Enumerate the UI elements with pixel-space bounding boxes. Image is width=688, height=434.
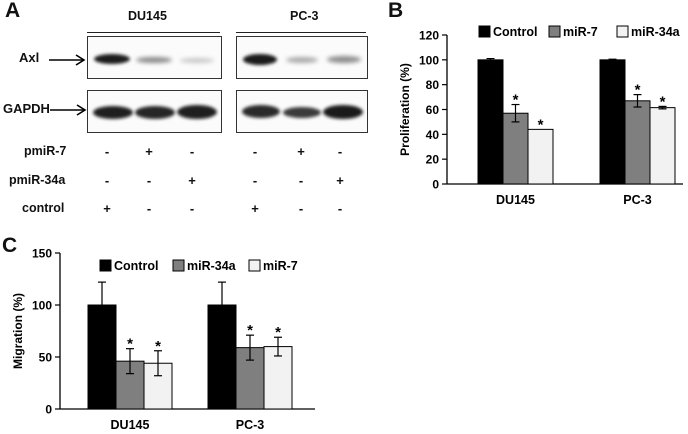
treatment-label-pmir34a: pmiR-34a bbox=[9, 173, 66, 187]
category-label: PC-3 bbox=[236, 418, 265, 432]
legend-label: Control bbox=[114, 259, 158, 273]
treatment-label-control: control bbox=[22, 201, 65, 215]
y-tick-label: 0 bbox=[45, 403, 52, 417]
legend-label: Control bbox=[493, 25, 537, 39]
significance-star: * bbox=[660, 93, 666, 110]
cell-line-du145: DU145 bbox=[128, 9, 167, 23]
bar bbox=[624, 100, 651, 185]
band bbox=[135, 106, 175, 119]
significance-star: * bbox=[635, 82, 641, 99]
band bbox=[283, 107, 321, 118]
band bbox=[286, 57, 318, 63]
proliferation-chart: 0 20 40 60 80 100 120 Proliferation (%) * * DU145 *… bbox=[398, 25, 683, 207]
treatment-mark: + bbox=[251, 201, 259, 216]
migration-chart: 0 50 100 150 Migration (%) * * DU145 * * PC-3 Contr… bbox=[11, 247, 315, 432]
band bbox=[180, 58, 214, 63]
y-axis-title: Migration (%) bbox=[11, 293, 25, 369]
treatment-mark: + bbox=[103, 201, 111, 216]
band bbox=[136, 57, 172, 63]
underline-du145 bbox=[87, 32, 220, 33]
treatment-mark: - bbox=[337, 201, 343, 216]
legend-label: miR-34a bbox=[631, 25, 681, 39]
legend-label: miR-34a bbox=[187, 259, 237, 273]
treatment-mark: - bbox=[337, 144, 343, 159]
legend-swatch bbox=[248, 259, 261, 272]
significance-star: * bbox=[127, 336, 133, 353]
y-tick-label: 100 bbox=[419, 53, 439, 67]
blot-label-axl: Axl bbox=[19, 50, 40, 65]
y-tick-label: 0 bbox=[432, 178, 439, 192]
arrow-axl-icon bbox=[49, 54, 86, 66]
y-tick-label: 50 bbox=[39, 351, 53, 365]
band bbox=[243, 54, 277, 65]
treatment-mark: - bbox=[189, 144, 195, 159]
treatment-mark: + bbox=[336, 173, 344, 188]
legend-label: miR-7 bbox=[563, 25, 598, 39]
treatment-mark: - bbox=[298, 173, 304, 188]
y-axis-title: Proliferation (%) bbox=[398, 63, 412, 156]
bar bbox=[502, 112, 529, 185]
legend-label: miR-7 bbox=[263, 259, 298, 273]
treatment-mark: - bbox=[146, 201, 152, 216]
significance-star: * bbox=[275, 324, 281, 341]
band bbox=[323, 105, 363, 119]
panel-a-letter: A bbox=[5, 0, 21, 22]
treatment-mark: - bbox=[252, 144, 258, 159]
treatment-mark: - bbox=[146, 173, 152, 188]
band bbox=[327, 56, 361, 63]
blot-gapdh-pc3 bbox=[236, 90, 368, 133]
treatment-label-pmir7: pmiR-7 bbox=[24, 144, 67, 158]
significance-star: * bbox=[513, 92, 519, 109]
bar bbox=[263, 346, 293, 410]
legend-swatch bbox=[616, 25, 629, 38]
treatment-mark: + bbox=[145, 144, 153, 159]
category-label: PC-3 bbox=[623, 193, 652, 207]
significance-star: * bbox=[155, 338, 161, 355]
y-tick-label: 100 bbox=[32, 299, 52, 313]
underline-pc3 bbox=[236, 32, 366, 33]
treatment-mark: - bbox=[104, 144, 110, 159]
band bbox=[177, 105, 217, 119]
y-tick-label: 80 bbox=[426, 78, 440, 92]
legend-swatch bbox=[548, 25, 561, 38]
legend-swatch bbox=[478, 25, 491, 38]
treatment-mark: + bbox=[188, 173, 196, 188]
significance-star: * bbox=[538, 116, 544, 133]
y-tick-label: 20 bbox=[426, 153, 440, 167]
panel-b-letter: B bbox=[388, 0, 404, 22]
y-tick-label: 150 bbox=[32, 247, 52, 261]
cell-line-pc3: PC-3 bbox=[290, 9, 319, 23]
y-tick-label: 120 bbox=[419, 29, 439, 43]
treatment-mark: - bbox=[298, 201, 304, 216]
blot-label-gapdh: GAPDH bbox=[3, 101, 50, 116]
bar bbox=[527, 128, 554, 185]
treatment-mark: - bbox=[104, 173, 110, 188]
bar bbox=[649, 107, 676, 185]
band bbox=[94, 54, 130, 64]
y-tick-label: 60 bbox=[426, 103, 440, 117]
blot-gapdh-du145 bbox=[87, 90, 222, 133]
band bbox=[242, 105, 280, 118]
blot-axl-du145 bbox=[87, 36, 222, 79]
blot-axl-pc3 bbox=[236, 36, 368, 79]
category-label: DU145 bbox=[496, 193, 535, 207]
treatment-mark: + bbox=[297, 144, 305, 159]
band bbox=[93, 106, 133, 119]
treatment-mark: - bbox=[189, 201, 195, 216]
panel-c-letter: C bbox=[2, 234, 18, 257]
arrow-gapdh-icon bbox=[50, 104, 87, 116]
treatment-mark: - bbox=[252, 173, 258, 188]
legend-swatch bbox=[172, 259, 185, 272]
bar bbox=[477, 59, 504, 185]
bar bbox=[599, 59, 626, 185]
category-label: DU145 bbox=[111, 418, 150, 432]
legend-swatch bbox=[99, 259, 112, 272]
significance-star: * bbox=[247, 322, 253, 339]
y-tick-label: 40 bbox=[426, 128, 440, 142]
